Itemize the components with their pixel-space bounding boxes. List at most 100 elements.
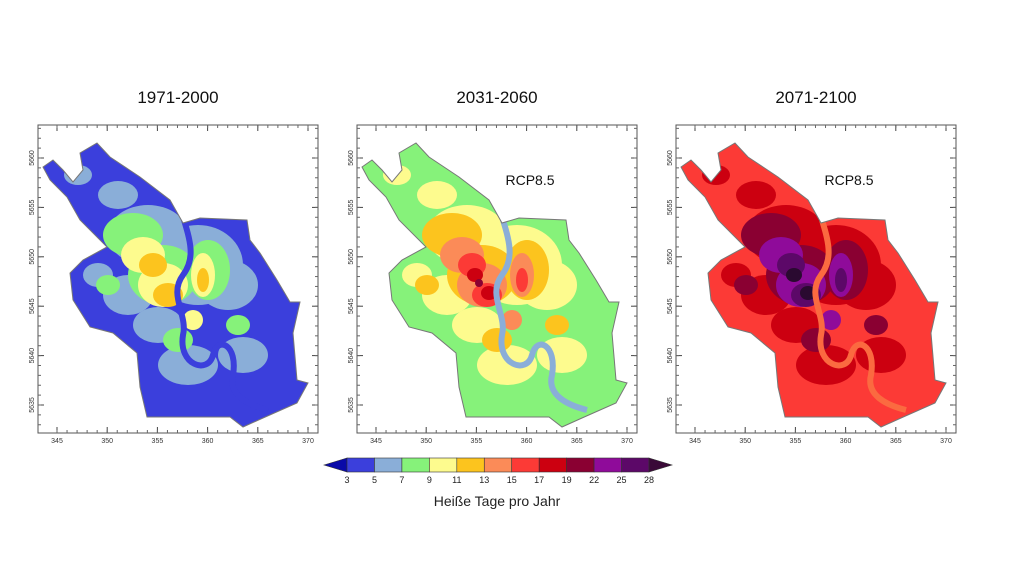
colorbar-segment [456,457,485,473]
map-panel-1971-2000: 345 350 355 360 365 370 5660 5655 5650 5645 5640 56… [29,124,319,445]
colorbar-tick-label: 9 [427,475,432,485]
heat-region [96,275,120,295]
colorbar-segment [374,457,403,473]
x-tick-label: 350 [420,438,432,445]
colorbar-tick-label: 3 [344,475,349,485]
x-tick-label: 345 [51,438,63,445]
y-tick-label: 5660 [667,150,674,166]
colorbar-segment [538,457,567,473]
x-tick-label: 345 [689,438,701,445]
scenario-label: RCP8.5 [824,172,873,188]
x-tick-label: 355 [790,438,802,445]
heat-region [98,181,138,209]
y-tick-label: 5640 [348,348,355,364]
x-tick-label: 360 [202,438,214,445]
colorbar-tick-label: 11 [452,475,461,485]
x-tick-label: 355 [152,438,164,445]
colorbar-segment [483,457,513,473]
heat-region [736,181,776,209]
heat-region [545,315,569,335]
heat-region [226,315,250,335]
x-tick-label: 370 [302,438,314,445]
heat-region [821,310,841,330]
x-tick-label: 370 [621,438,633,445]
y-tick-label: 5645 [348,298,355,314]
y-tick-label: 5655 [348,200,355,216]
heat-region [183,310,203,330]
colorbar-tick-label: 13 [479,475,489,485]
heat-region [163,328,193,352]
heat-region [786,268,802,282]
heat-region [158,345,218,385]
panel-title: 2031-2060 [456,88,538,107]
rhine-river [174,199,269,413]
heat-region [139,253,167,277]
y-tick-label: 5650 [348,249,355,265]
y-tick-label: 5645 [667,298,674,314]
colorbar-tick-label: 22 [589,475,599,485]
heat-region [800,286,816,300]
x-tick-label: 365 [890,438,902,445]
heat-region [477,345,537,385]
colorbar-segment [429,457,458,473]
colorbar-segment [346,457,375,473]
y-tick-label: 5660 [348,150,355,166]
colorbar-tick-label: 28 [644,475,654,485]
colorbar-segment [401,457,430,473]
heat-region [475,279,483,287]
colorbar-tick-label: 7 [399,475,404,485]
heat-region [197,268,209,292]
x-tick-label: 355 [471,438,483,445]
colorbar-segment [593,457,622,473]
heat-region [415,275,439,295]
colorbar-tick-label: 5 [372,475,377,485]
x-tick-label: 360 [521,438,533,445]
y-tick-label: 5650 [29,249,36,265]
rhine-river [493,199,588,413]
colorbar-tick-label: 25 [617,475,627,485]
colorbar-tick-label: 15 [507,475,517,485]
rhine-river [812,199,907,413]
colorbar-segment [621,457,650,473]
heat-region [481,286,497,300]
colorbar: 3 5 7 9 11 13 15 17 19 22 25 28 [322,455,674,500]
y-tick-label: 5645 [29,298,36,314]
colorbar-tick-label: 19 [562,475,572,485]
colorbar-title: Heiße Tage pro Jahr [433,493,561,509]
map-panel-2031-2060: RCP8.5 345 350 355 360 365 370 5660 5655 5650 5645… [348,124,638,445]
x-tick-label: 350 [739,438,751,445]
y-tick-label: 5635 [348,397,355,413]
y-tick-label: 5640 [667,348,674,364]
y-tick-label: 5635 [29,397,36,413]
heat-region [502,310,522,330]
map-panel-2071-2100: RCP8.5 345 350 355 360 365 370 5660 5655 5650 5645… [667,124,957,445]
panel-title: 1971-2000 [137,88,219,107]
heat-region [417,181,457,209]
colorbar-tick-label: 17 [534,475,544,485]
y-tick-label: 5655 [29,200,36,216]
heat-region [796,345,856,385]
y-tick-label: 5655 [667,200,674,216]
heat-region [482,328,512,352]
y-tick-label: 5650 [667,249,674,265]
scenario-label: RCP8.5 [505,172,554,188]
colorbar-segment [511,457,540,473]
heat-region [467,268,483,282]
y-tick-label: 5640 [29,348,36,364]
heat-region [516,268,528,292]
colorbar-over-arrow [648,457,674,473]
y-tick-label: 5660 [29,150,36,166]
y-tick-label: 5635 [667,397,674,413]
x-tick-label: 350 [101,438,113,445]
heat-region [734,275,758,295]
heat-region [835,268,847,292]
x-tick-label: 345 [370,438,382,445]
x-tick-label: 365 [252,438,264,445]
x-tick-label: 365 [571,438,583,445]
heat-region [801,328,831,352]
colorbar-segment [566,457,595,473]
heat-region [864,315,888,335]
colorbar-under-arrow [322,457,348,473]
x-tick-label: 370 [940,438,952,445]
x-tick-label: 360 [840,438,852,445]
